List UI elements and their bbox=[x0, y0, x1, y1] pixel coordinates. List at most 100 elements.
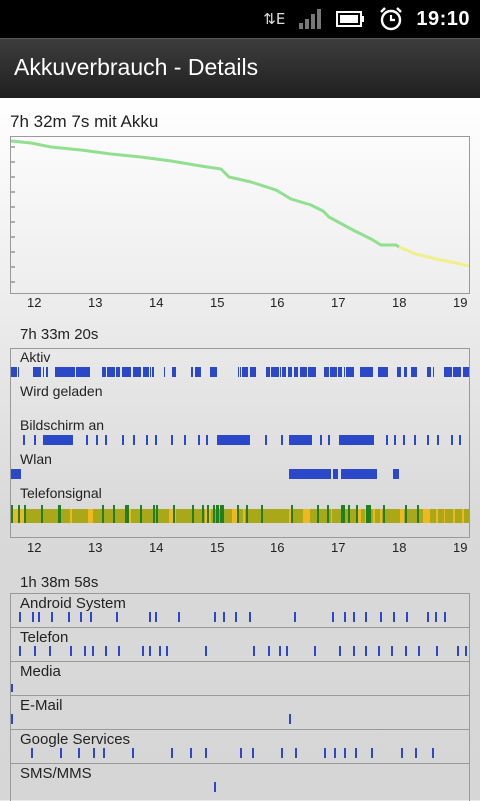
status-time: 19:10 bbox=[416, 7, 470, 30]
screen-on-bar bbox=[23, 435, 25, 445]
wlan-bar bbox=[321, 469, 329, 479]
signal-bar bbox=[383, 505, 385, 523]
x-tick: 12 bbox=[27, 540, 42, 555]
x-tick: 17 bbox=[331, 295, 346, 310]
app-activity-bar bbox=[11, 714, 13, 724]
row-label-aktiv: Aktiv bbox=[20, 349, 51, 365]
app-name: Google Services bbox=[20, 731, 131, 748]
activity-bar bbox=[346, 367, 354, 377]
signal-bar bbox=[405, 505, 407, 523]
row-label-charging: Wird geladen bbox=[20, 383, 103, 399]
app-activity-bar bbox=[353, 612, 355, 622]
row-label-phone-signal: Telefonsignal bbox=[20, 485, 102, 501]
title-bar: Akkuverbrauch - Details bbox=[0, 38, 480, 99]
screen-on-bar bbox=[86, 435, 88, 445]
screen-on-bar bbox=[265, 435, 267, 445]
app-activity-bar bbox=[132, 748, 134, 758]
app-activity-bar bbox=[339, 646, 341, 656]
activity-bar bbox=[338, 367, 342, 377]
app-row-android-system[interactable]: Android System bbox=[10, 593, 470, 628]
activity-bar bbox=[133, 367, 141, 377]
signal-bar bbox=[176, 509, 205, 523]
activity-bar bbox=[404, 367, 407, 377]
app-activity-bar bbox=[405, 646, 407, 656]
row-label-screen-on: Bildschirm an bbox=[20, 417, 105, 433]
activity-bar bbox=[282, 367, 286, 377]
x-tick: 17 bbox=[331, 540, 346, 555]
app-activity-bar bbox=[286, 646, 288, 656]
signal-bar bbox=[317, 505, 319, 523]
signal-bar bbox=[464, 509, 469, 523]
app-activity-bar bbox=[80, 612, 82, 622]
signal-bar bbox=[153, 505, 155, 523]
app-row-media[interactable]: Media bbox=[10, 661, 470, 696]
app-row-sms-mms[interactable]: SMS/MMS bbox=[10, 763, 470, 801]
app-name: Android System bbox=[20, 595, 126, 612]
app-activity-bar bbox=[418, 646, 420, 656]
app-row-google-services[interactable]: Google Services bbox=[10, 729, 470, 764]
data-activity-icon: ⇅E bbox=[263, 10, 286, 28]
app-activity-bar bbox=[353, 646, 355, 656]
signal-bar bbox=[246, 505, 248, 523]
apps-duration-label: 1h 38m 58s bbox=[20, 574, 99, 591]
app-activity-bar bbox=[415, 748, 417, 758]
app-name: Media bbox=[20, 663, 61, 680]
app-activity-bar bbox=[19, 646, 21, 656]
app-activity-bar bbox=[380, 612, 382, 622]
app-row-email[interactable]: E-Mail bbox=[10, 695, 470, 730]
page-title: Akkuverbrauch - Details bbox=[14, 54, 259, 80]
signal-bar bbox=[417, 505, 419, 523]
app-activity-bar bbox=[371, 748, 373, 758]
activity-bar bbox=[433, 367, 434, 377]
activity-bar bbox=[55, 367, 63, 377]
app-activity-bar bbox=[294, 612, 296, 622]
app-activity-bar bbox=[432, 748, 434, 758]
signal-bar bbox=[239, 509, 243, 523]
battery-level-line bbox=[11, 139, 400, 249]
activity-bar bbox=[122, 367, 126, 377]
app-activity-bar bbox=[223, 612, 225, 622]
signal-bar bbox=[220, 505, 222, 523]
activity-bar bbox=[324, 367, 329, 377]
app-activity-bar bbox=[435, 612, 437, 622]
status-bar: ⇅E 19:10 bbox=[0, 0, 480, 38]
signal-bar bbox=[369, 505, 371, 523]
activity-chart: Aktiv Wird geladen Bildschirm an Wlan Te… bbox=[10, 348, 470, 538]
battery-details-content[interactable]: 7h 32m 7s mit Akku 12 13 14 15 16 17 18 … bbox=[0, 98, 480, 801]
screen-on-bar bbox=[105, 435, 107, 445]
activity-bar bbox=[411, 367, 417, 377]
screen-on-bar bbox=[171, 435, 173, 445]
battery-y-ticks bbox=[11, 146, 15, 283]
app-activity-bar bbox=[11, 684, 13, 692]
wlan-bar bbox=[341, 469, 377, 479]
activity-bar bbox=[46, 367, 48, 377]
activity-bar bbox=[266, 367, 270, 377]
activity-bar bbox=[128, 367, 131, 377]
screen-on-bar bbox=[96, 435, 98, 445]
activity-bar bbox=[150, 367, 151, 377]
signal-bar bbox=[216, 505, 218, 523]
x-tick: 18 bbox=[392, 295, 407, 310]
x-tick: 18 bbox=[392, 540, 407, 555]
app-activity-bar bbox=[32, 612, 34, 622]
app-activity-bar bbox=[378, 646, 380, 656]
app-row-telefon[interactable]: Telefon bbox=[10, 627, 470, 662]
app-activity-bar bbox=[205, 646, 207, 656]
signal-bar bbox=[237, 505, 239, 523]
signal-bar bbox=[192, 505, 194, 523]
signal-bar bbox=[25, 509, 42, 523]
signal-bar bbox=[11, 505, 13, 523]
signal-bar bbox=[375, 509, 380, 523]
app-activity-bar bbox=[393, 612, 395, 622]
screen-on-bar bbox=[403, 435, 405, 445]
activity-bar bbox=[242, 367, 248, 377]
screen-on-bar bbox=[394, 435, 396, 445]
activity-bar bbox=[191, 367, 193, 377]
app-activity-bar bbox=[295, 748, 297, 758]
x-tick: 19 bbox=[453, 540, 468, 555]
signal-bar bbox=[261, 505, 263, 523]
app-activity-bar bbox=[314, 646, 316, 656]
activity-bar bbox=[271, 367, 279, 377]
activity-bar bbox=[429, 367, 431, 377]
x-tick: 16 bbox=[270, 540, 285, 555]
